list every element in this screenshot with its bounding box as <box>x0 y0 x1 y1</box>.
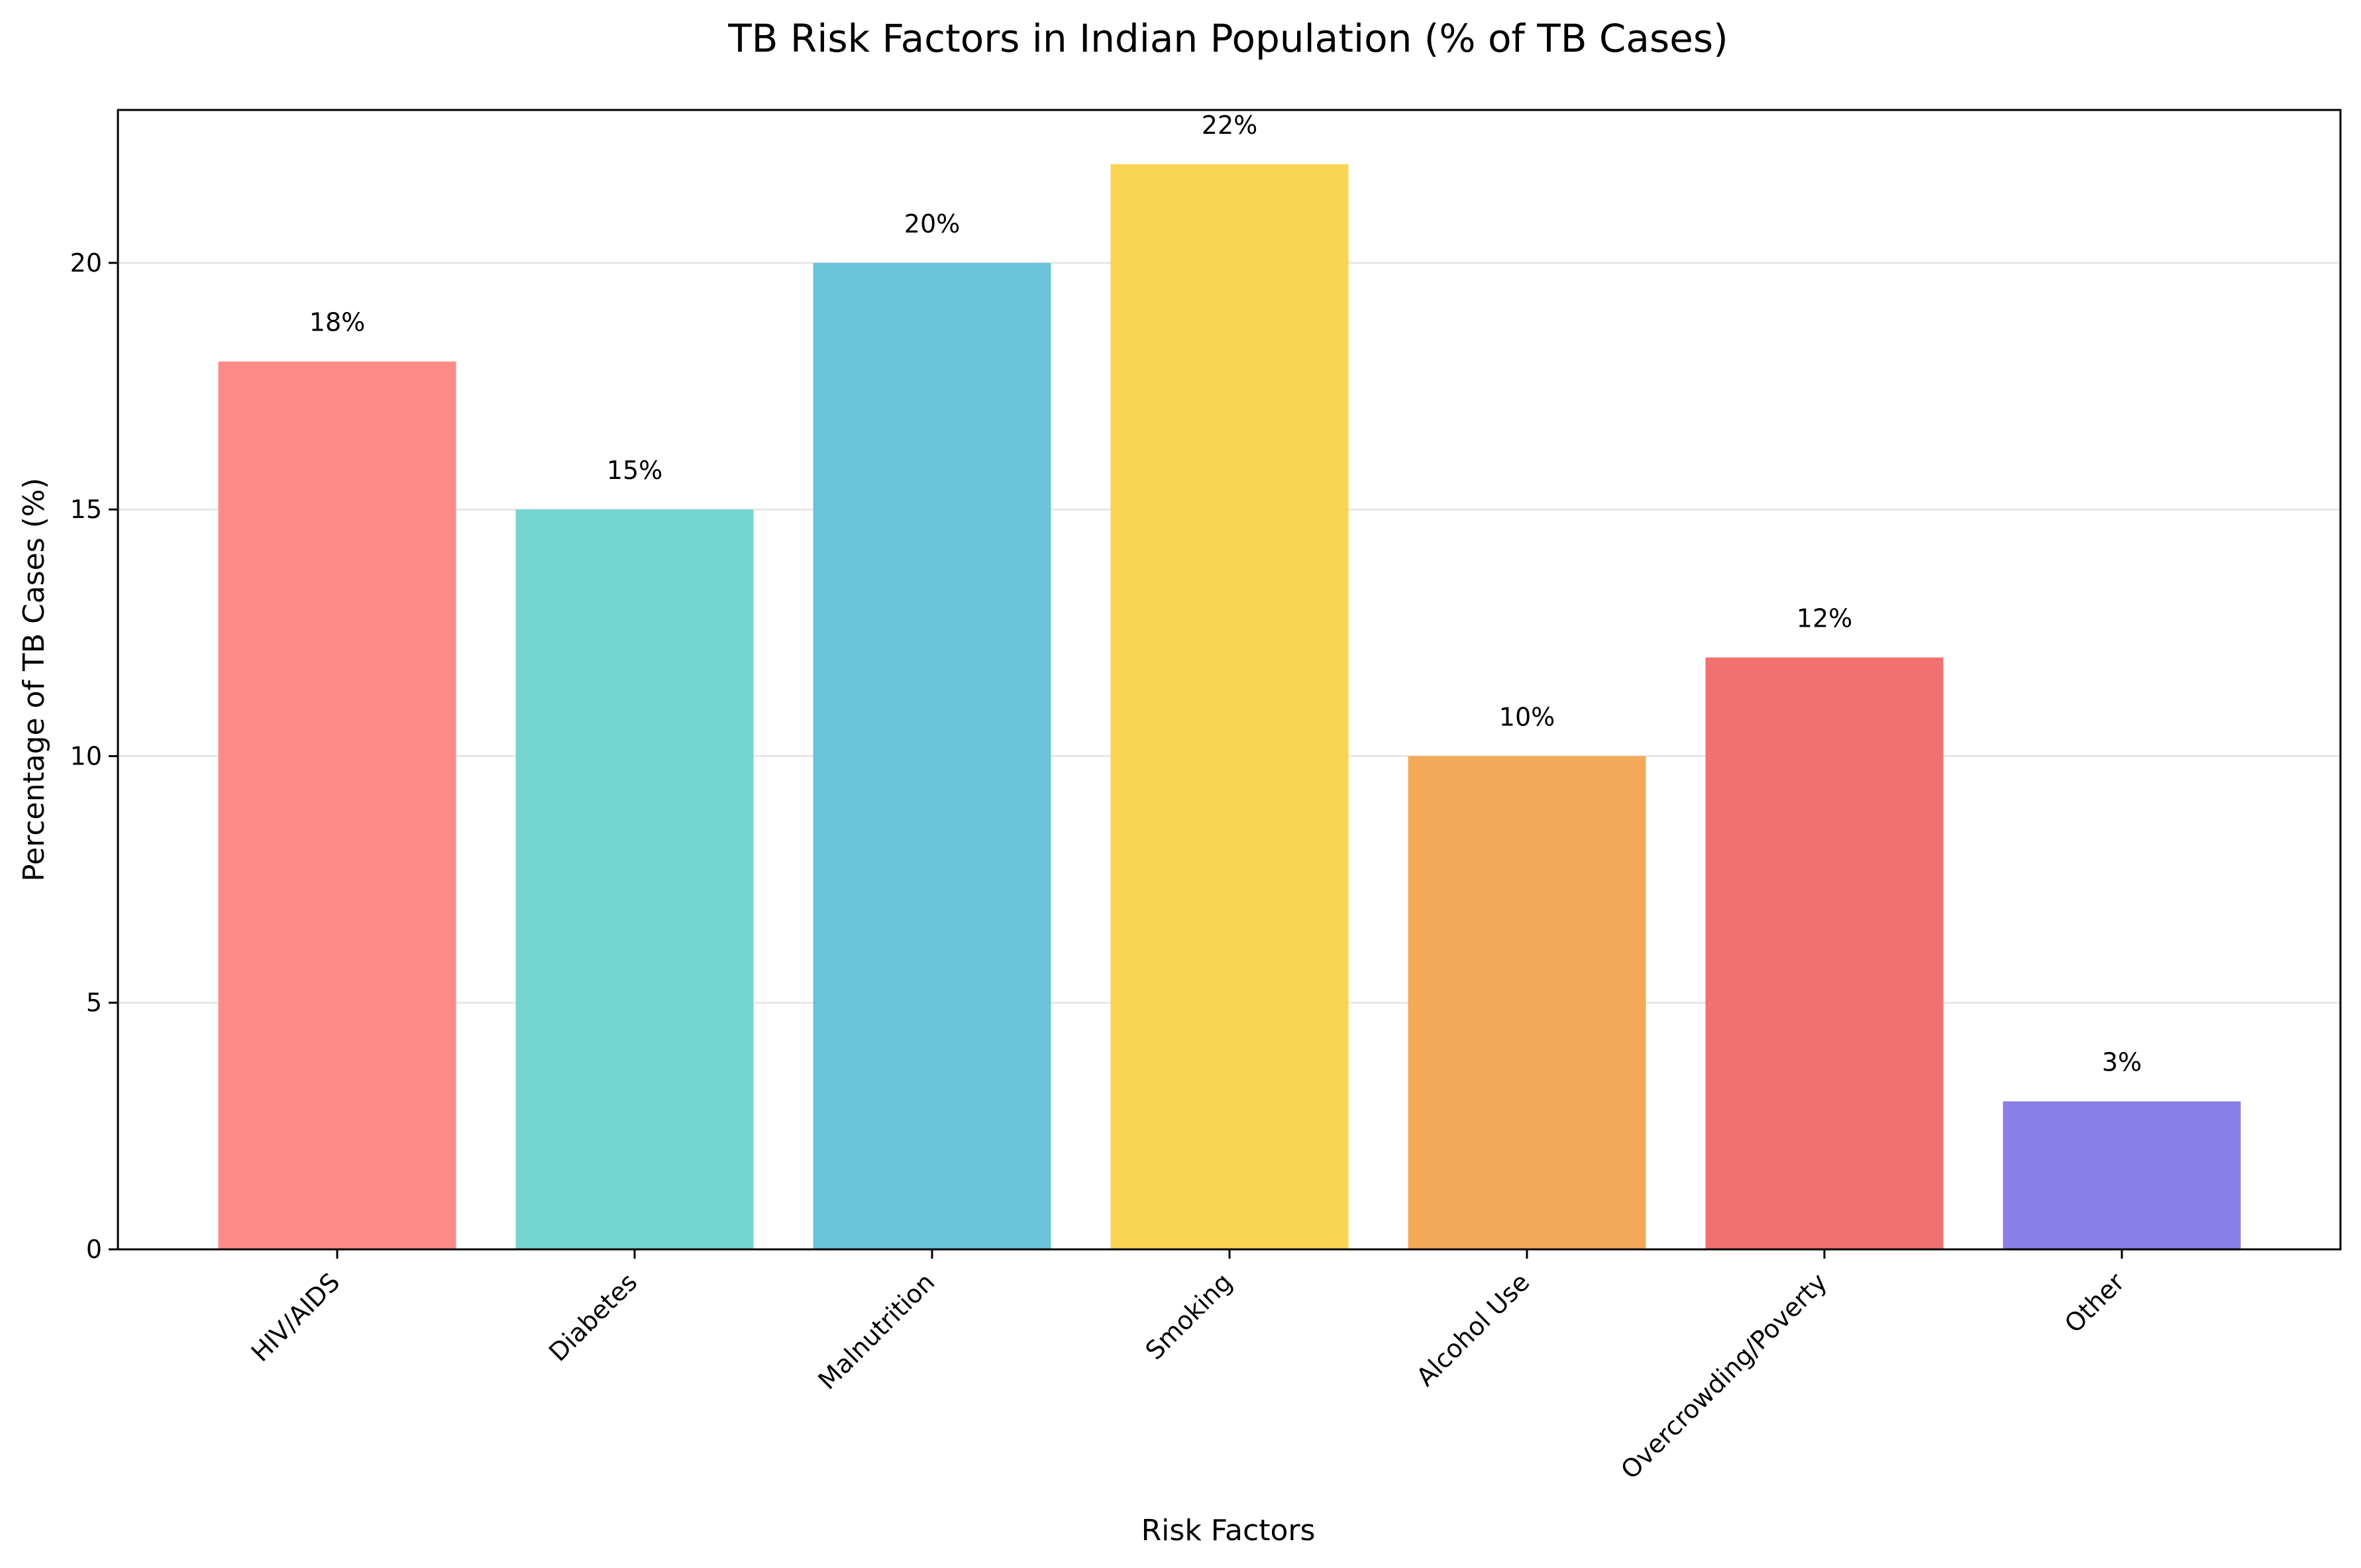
y-tick-label: 0 <box>86 1235 102 1264</box>
y-axis-label: Percentage of TB Cases (%) <box>17 478 51 882</box>
x-axis-ticks: HIV/AIDS Diabetes Malnutrition Smoking Alcoh… <box>246 1249 2130 1485</box>
bar-value-label: 18% <box>309 308 365 337</box>
y-tick-label: 10 <box>70 741 102 770</box>
bars <box>218 164 2241 1249</box>
x-tick-label: Diabetes <box>543 1267 643 1367</box>
bar <box>2003 1101 2241 1249</box>
bar <box>1705 657 1944 1249</box>
x-tick-label: Other <box>2059 1267 2130 1339</box>
y-tick-label: 5 <box>86 988 102 1018</box>
x-tick-label: Overcrowding/Poverty <box>1615 1267 1832 1485</box>
bar <box>515 509 754 1249</box>
bar-value-label: 3% <box>2102 1048 2142 1077</box>
bar-value-label: 20% <box>904 209 960 238</box>
bar <box>1408 756 1646 1249</box>
data-labels: 18% 15% 20% 22% 10% 12% 3% <box>309 111 2142 1077</box>
x-tick-label: HIV/AIDS <box>246 1267 346 1367</box>
x-tick-label: Alcohol Use <box>1411 1267 1536 1392</box>
bar-value-label: 10% <box>1499 702 1555 731</box>
bar-value-label: 22% <box>1202 111 1257 140</box>
bar-value-label: 12% <box>1797 603 1852 633</box>
chart-title: TB Risk Factors in Indian Population (% … <box>727 16 1728 61</box>
y-tick-label: 15 <box>70 495 102 524</box>
y-axis-ticks: 0 5 10 15 20 <box>70 248 118 1264</box>
bar-value-label: 15% <box>607 456 662 485</box>
y-tick-label: 20 <box>70 248 102 278</box>
bar <box>1110 164 1349 1249</box>
bar <box>218 361 456 1249</box>
x-tick-label: Smoking <box>1139 1267 1237 1365</box>
bar <box>813 262 1051 1249</box>
x-axis-label: Risk Factors <box>1141 1514 1316 1547</box>
x-tick-label: Malnutrition <box>813 1267 941 1395</box>
